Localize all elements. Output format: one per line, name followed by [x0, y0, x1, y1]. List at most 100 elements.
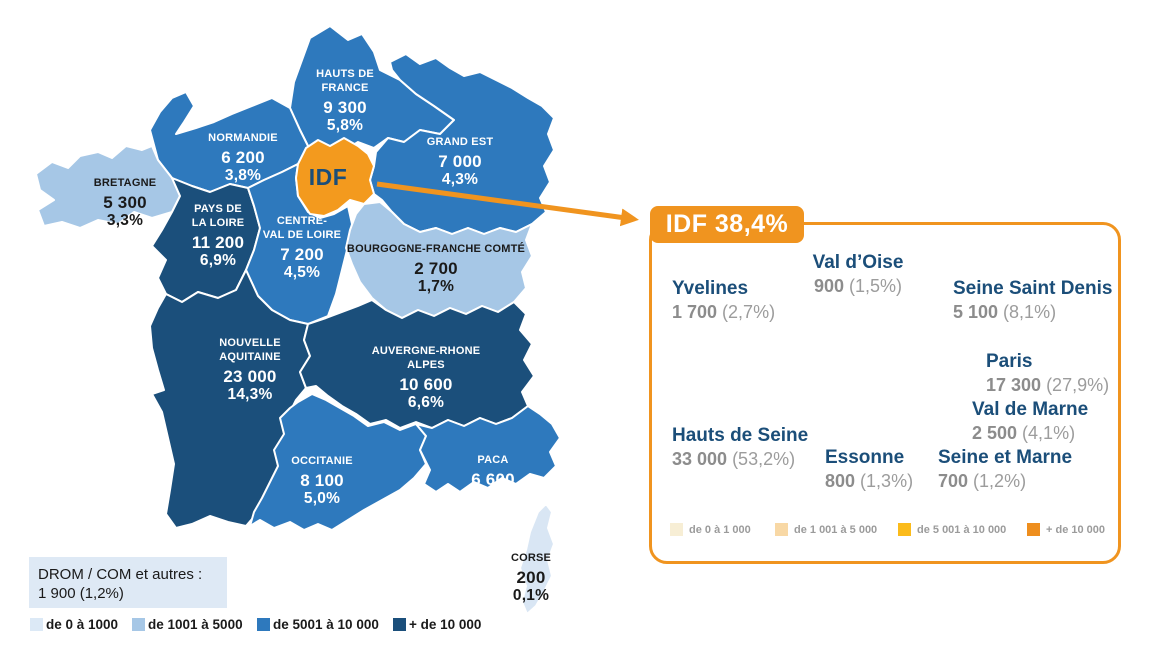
region-pct: 3,3%: [106, 212, 144, 229]
dept-name: Val d’Oise: [812, 252, 904, 273]
legend-swatch: [775, 523, 788, 536]
region-idf: [295, 137, 375, 217]
region-label-centre-val-de-loire: CENTRE- VAL DE LOIRE 7 200 4,5%: [263, 214, 341, 282]
dept-value: 5 100: [953, 302, 999, 322]
dept-value: 1 700: [672, 302, 718, 322]
region-label-auvergne-rhone-alpes: AUVERGNE-RHONE ALPES 10 600 6,6%: [372, 344, 481, 412]
region-label-pays-de-la-loire: PAYS DE LA LOIRE 11 200 6,9%: [192, 202, 245, 270]
region-pct: 6,6%: [407, 394, 445, 411]
dept-value: 33 000: [672, 449, 728, 469]
dept-label-paris: Paris 17 300 (27,9%): [986, 350, 1109, 397]
region-name: NORMANDIE: [208, 132, 278, 144]
region-pct: 1,7%: [417, 278, 455, 295]
legend-swatch: [670, 523, 683, 536]
idf-legend-item-5001-10000: de 5 001 à 10 000: [898, 523, 1006, 536]
dept-pct: (1,3%): [860, 471, 914, 491]
dept-name: Val de Marne: [972, 399, 1089, 420]
legend-item-plus-10000: + de 10 000: [393, 617, 481, 632]
legend-label: de 1 001 à 5 000: [794, 523, 878, 536]
legend-swatch: [898, 523, 911, 536]
region-name: PACA: [477, 454, 509, 466]
drom-com-line1: DROM / COM et autres :: [38, 566, 203, 583]
idf-legend-item-plus-10000: + de 10 000: [1027, 523, 1105, 536]
region-name: BOURGOGNE-FRANCHE COMTÉ: [346, 243, 526, 255]
dept-pct: (2,7%): [722, 302, 776, 322]
region-label-grand-est: GRAND EST 7 000 4,3%: [427, 135, 494, 189]
dept-name: Paris: [986, 351, 1033, 372]
dept-name: Yvelines: [672, 278, 749, 299]
legend-label: + de 10 000: [1046, 523, 1106, 536]
legend-label: de 5 001 à 10 000: [917, 523, 1007, 536]
legend-swatch: [132, 618, 145, 631]
region-name: NOUVELLE: [219, 337, 281, 349]
idf-legend-item-1001-5000: de 1 001 à 5 000: [775, 523, 877, 536]
region-value: 7 000: [438, 152, 482, 171]
region-pct: 5,8%: [326, 117, 364, 134]
region-pct: 5,0%: [303, 490, 341, 507]
region-bourgogne-franche-comte: [345, 201, 533, 319]
dept-name: Seine et Marne: [938, 447, 1073, 468]
legend-swatch: [257, 618, 270, 631]
region-auvergne-rhone-alpes: [299, 299, 535, 429]
region-name: GRAND EST: [426, 136, 494, 148]
dept-label-val-doise: Val d’Oise 900 (1,5%): [813, 251, 904, 298]
dept-label-yvelines: Yvelines 1 700 (2,7%): [672, 277, 775, 324]
idf-region-label: IDF: [308, 164, 348, 190]
region-label-nouvelle-aquitaine: NOUVELLE AQUITAINE 23 000 14,3%: [219, 336, 281, 404]
region-label-normandie: NORMANDIE 6 200 3,8%: [208, 131, 278, 185]
dept-pct: (1,2%): [973, 471, 1027, 491]
region-name: AUVERGNE-RHONE: [371, 345, 481, 357]
drom-com-box: DROM / COM et autres : 1 900 (1,2%): [29, 557, 227, 608]
legend-label: de 1001 à 5000: [148, 617, 243, 632]
legend-swatch: [1027, 523, 1040, 536]
region-pct: 4,1%: [474, 489, 512, 506]
region-label-hauts-de-france: HAUTS DE FRANCE 9 300 5,8%: [316, 67, 374, 135]
region-name: VAL DE LOIRE: [262, 229, 342, 241]
region-name: PAYS DE: [194, 203, 242, 215]
region-name: CENTRE-: [276, 215, 328, 227]
legend-swatch: [393, 618, 406, 631]
region-pct: 0,1%: [512, 587, 550, 604]
drom-com-line2: 1 900 (1,2%): [38, 585, 124, 602]
region-label-bourgogne-franche-comte: BOURGOGNE-FRANCHE COMTÉ 2 700 1,7%: [347, 242, 525, 296]
legend-item-5001-10000: de 5001 à 10 000: [257, 617, 379, 632]
legend-swatch: [30, 618, 43, 631]
dept-pct: (8,1%): [1003, 302, 1057, 322]
dept-label-hauts-de-seine: Hauts de Seine 33 000 (53,2%): [672, 424, 808, 471]
region-name: ALPES: [407, 359, 445, 371]
dept-value: 2 500: [972, 423, 1018, 443]
region-name: AQUITAINE: [219, 351, 281, 363]
region-name: OCCITANIE: [291, 455, 353, 467]
region-value: 200: [516, 568, 546, 587]
dept-pct: (53,2%): [732, 449, 796, 469]
idf-legend-item-0-1000: de 0 à 1 000: [670, 523, 751, 536]
region-label-corse: CORSE 200 0,1%: [511, 551, 551, 605]
dept-name: Seine Saint Denis: [953, 278, 1113, 299]
region-name: FRANCE: [321, 82, 369, 94]
region-name: LA LOIRE: [191, 217, 245, 229]
region-value: 5 300: [103, 193, 147, 212]
dept-value: 700: [938, 471, 969, 491]
legend-label: de 5001 à 10 000: [273, 617, 379, 632]
dept-name: Essonne: [825, 447, 905, 468]
region-label-paca: PACA 6 600 4,1%: [471, 453, 515, 507]
region-value: 8 100: [300, 471, 344, 490]
dept-label-seine-et-marne: Seine et Marne 700 (1,2%): [938, 446, 1072, 493]
legend-label: de 0 à 1000: [46, 617, 119, 632]
region-pct: 3,8%: [224, 167, 262, 184]
region-value: 2 700: [414, 259, 458, 278]
legend-item-0-1000: de 0 à 1000: [30, 617, 118, 632]
dept-pct: (4,1%): [1022, 423, 1076, 443]
region-value: 6 600: [471, 470, 515, 489]
dept-pct: (1,5%): [849, 276, 903, 296]
region-label-bretagne: BRETAGNE 5 300 3,3%: [94, 176, 157, 230]
dept-label-essonne: Essonne 800 (1,3%): [825, 446, 913, 493]
dept-label-seine-saint-denis: Seine Saint Denis 5 100 (8,1%): [953, 277, 1112, 324]
region-name: BRETAGNE: [93, 177, 157, 189]
dept-name: Hauts de Seine: [672, 425, 809, 446]
region-pct: 4,3%: [441, 171, 479, 188]
idf-panel-frame: [649, 222, 1121, 564]
region-pct: 4,5%: [283, 264, 321, 281]
region-occitanie: [249, 393, 427, 531]
